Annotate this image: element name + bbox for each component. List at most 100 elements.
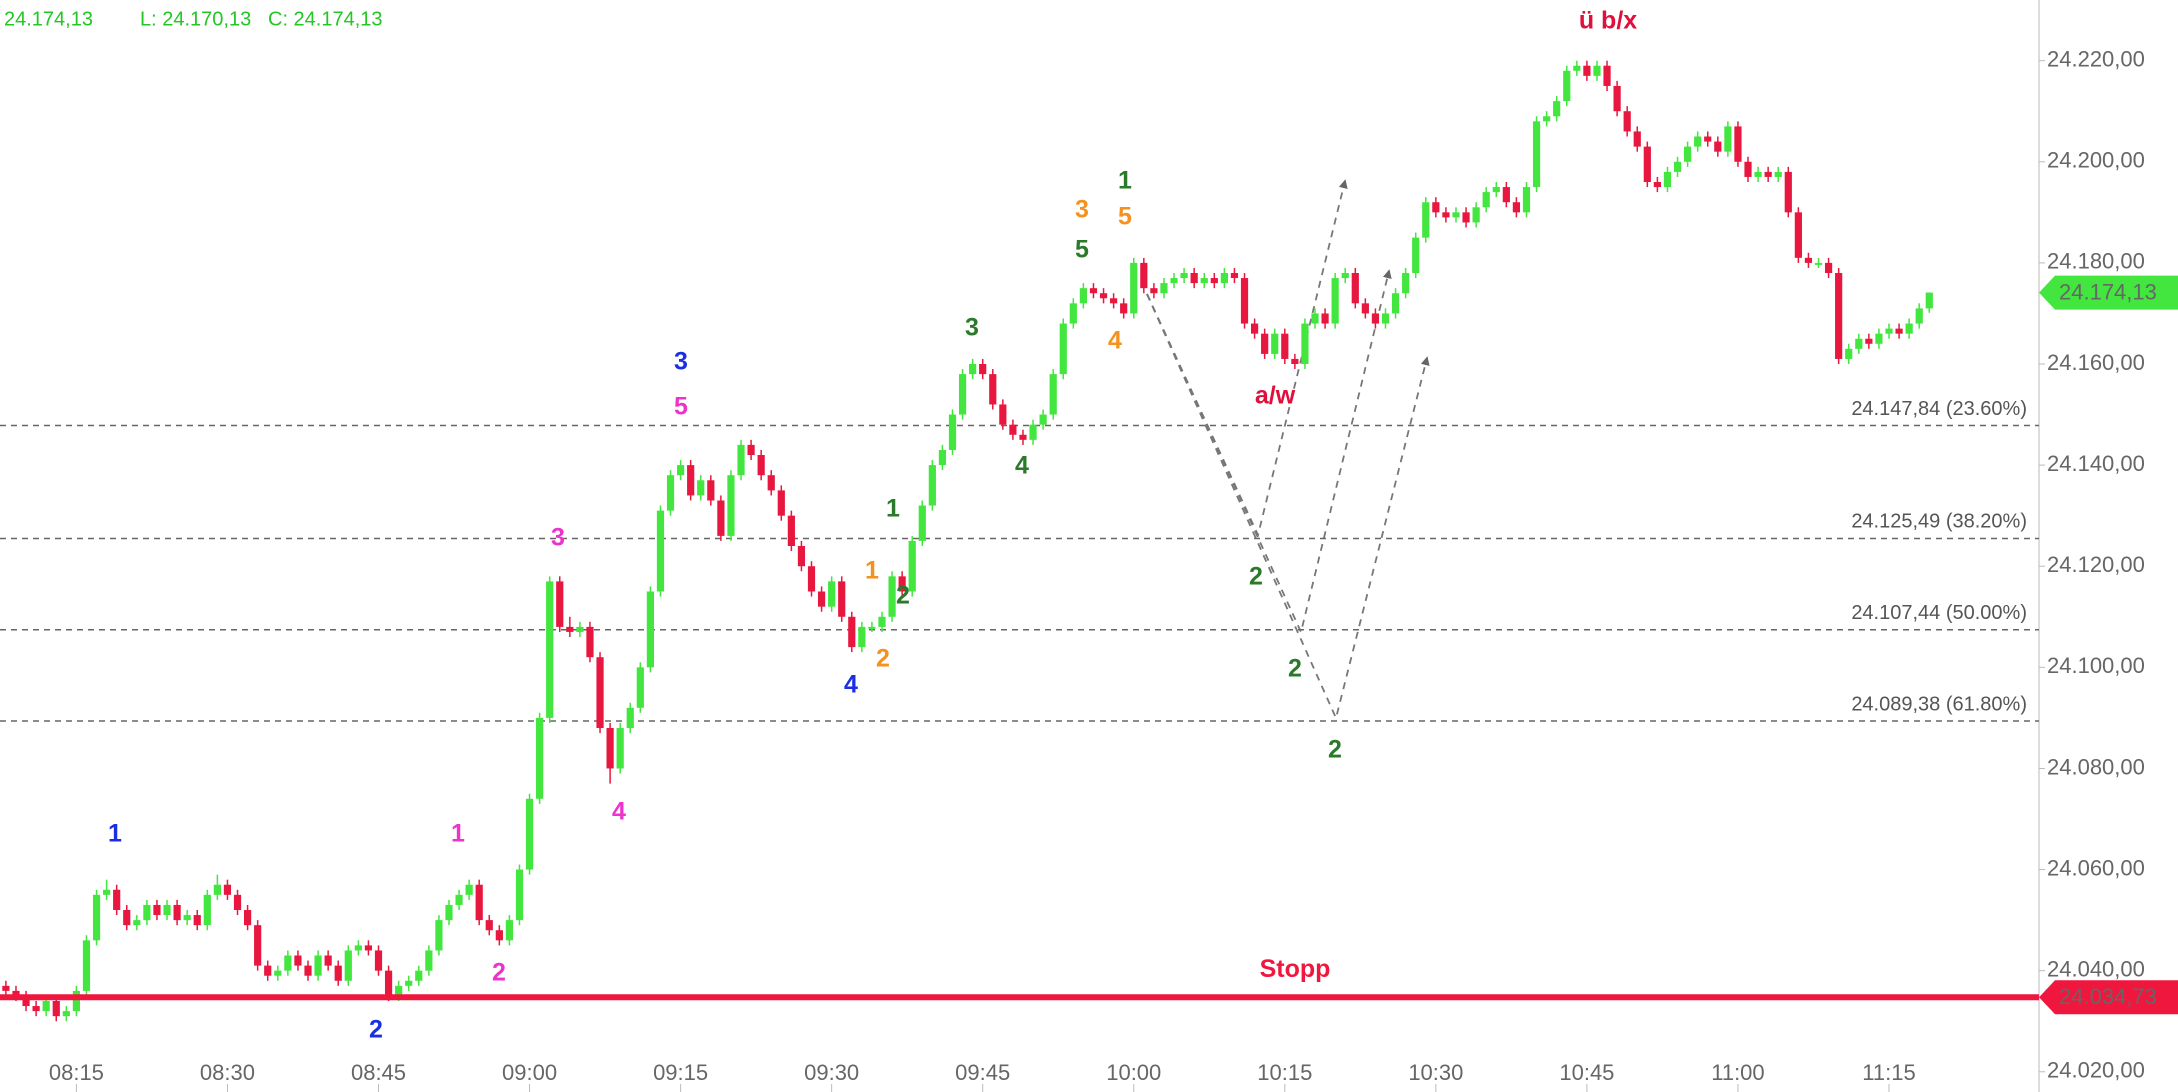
x-tick-label: 09:15 <box>653 1060 708 1085</box>
candle-body <box>1522 187 1531 213</box>
candle-body <box>1412 237 1420 273</box>
candle-body <box>525 798 534 870</box>
candle-body <box>223 884 232 895</box>
candle-body <box>1079 288 1087 304</box>
last-price-tag <box>2039 275 2178 310</box>
candle-body <box>1563 70 1571 102</box>
candle-body <box>1160 283 1168 294</box>
candle-body <box>1039 414 1047 425</box>
candle-body <box>1271 333 1279 354</box>
candle-body <box>1724 126 1732 152</box>
candle-body <box>113 889 121 910</box>
candle-body <box>304 965 312 976</box>
candle-body <box>1482 192 1490 208</box>
candle-body <box>969 364 977 375</box>
candle-body <box>1744 161 1752 177</box>
candle-body <box>767 475 775 491</box>
candle-body <box>1502 187 1510 203</box>
candle-body <box>1925 292 1933 309</box>
candle-body <box>1281 333 1289 359</box>
wave-label: 1 <box>886 495 900 523</box>
candle-body <box>817 591 826 607</box>
ohlc-readout: 24.174,13 <box>4 8 93 30</box>
retracement-label: 24.089,38 (61.80%) <box>1851 693 2027 715</box>
candle-body <box>1875 333 1883 344</box>
candle-body <box>445 904 453 921</box>
candle-body <box>1261 333 1269 354</box>
y-tick-label: 24.020,00 <box>2047 1058 2145 1083</box>
candle-body <box>1170 278 1178 284</box>
candle-body <box>1351 273 1359 304</box>
candle-body <box>1009 424 1017 435</box>
wave-label: 1 <box>865 557 879 585</box>
candle-body <box>596 657 604 728</box>
candle-body <box>727 475 735 536</box>
candle-body <box>334 965 342 981</box>
candle-body <box>787 515 795 546</box>
candle-body <box>1814 262 1823 265</box>
candle-body <box>1250 323 1259 334</box>
retracement-label: 24.107,44 (50.00%) <box>1851 602 2027 624</box>
candle-body <box>374 950 383 971</box>
candle-body <box>757 455 765 476</box>
candle-body <box>666 475 675 511</box>
candle-body <box>616 728 624 769</box>
candle-body <box>626 707 634 728</box>
candle-body <box>22 995 30 1007</box>
last-price-label: 24.174,13 <box>2059 279 2157 304</box>
candle-body <box>586 626 594 658</box>
candle-body <box>1845 348 1853 359</box>
candle-body <box>1422 202 1430 238</box>
candle-body <box>958 374 967 415</box>
candle-body <box>1240 278 1249 324</box>
candle-body <box>1593 65 1601 76</box>
candle-body <box>1583 65 1591 76</box>
candle-body <box>294 955 302 966</box>
candle-body <box>1643 146 1651 182</box>
y-tick-label: 24.080,00 <box>2047 754 2145 779</box>
candle-body <box>1190 273 1198 284</box>
candle-body <box>1150 288 1158 294</box>
candle-body <box>1663 171 1672 188</box>
candle-body <box>324 955 332 966</box>
candle-body <box>656 510 665 592</box>
candle-body <box>2 985 10 991</box>
candle-body <box>213 884 221 895</box>
candle-body <box>1391 293 1400 314</box>
x-tick-label: 08:45 <box>351 1060 406 1085</box>
candle-body <box>1865 338 1873 344</box>
candle-body <box>264 965 272 976</box>
candle-body <box>1603 65 1611 86</box>
candle-body <box>989 374 997 405</box>
candle-body <box>1210 278 1218 284</box>
candle-body <box>747 444 755 455</box>
candle-body <box>1774 171 1782 177</box>
wave-label: 5 <box>1118 203 1132 231</box>
candle-body <box>183 915 191 921</box>
candle-body <box>1452 212 1460 218</box>
ohlc-readout: L: 24.170,13 <box>140 8 251 30</box>
candle-body <box>1835 273 1843 359</box>
candle-body <box>848 616 856 648</box>
candle-body <box>314 955 322 976</box>
candle-body <box>153 904 161 916</box>
candle-body <box>1371 313 1380 324</box>
candle-body <box>465 884 473 895</box>
wave-label: 3 <box>551 524 565 552</box>
candle-body <box>1895 328 1903 334</box>
candle-body <box>888 576 896 617</box>
wave-label: 1 <box>451 820 465 848</box>
candle-body <box>1230 273 1239 279</box>
candle-body <box>1311 313 1319 324</box>
candle-body <box>979 364 987 375</box>
wave-label: 2 <box>1249 563 1263 591</box>
candle-body <box>1140 262 1148 289</box>
candle-body <box>1905 323 1913 334</box>
candle-body <box>807 566 816 592</box>
candle-body <box>1613 85 1621 112</box>
candle-body <box>908 540 916 592</box>
candle-body <box>1381 313 1390 324</box>
candle-body <box>1512 202 1521 213</box>
wave-label: 4 <box>1108 327 1122 355</box>
